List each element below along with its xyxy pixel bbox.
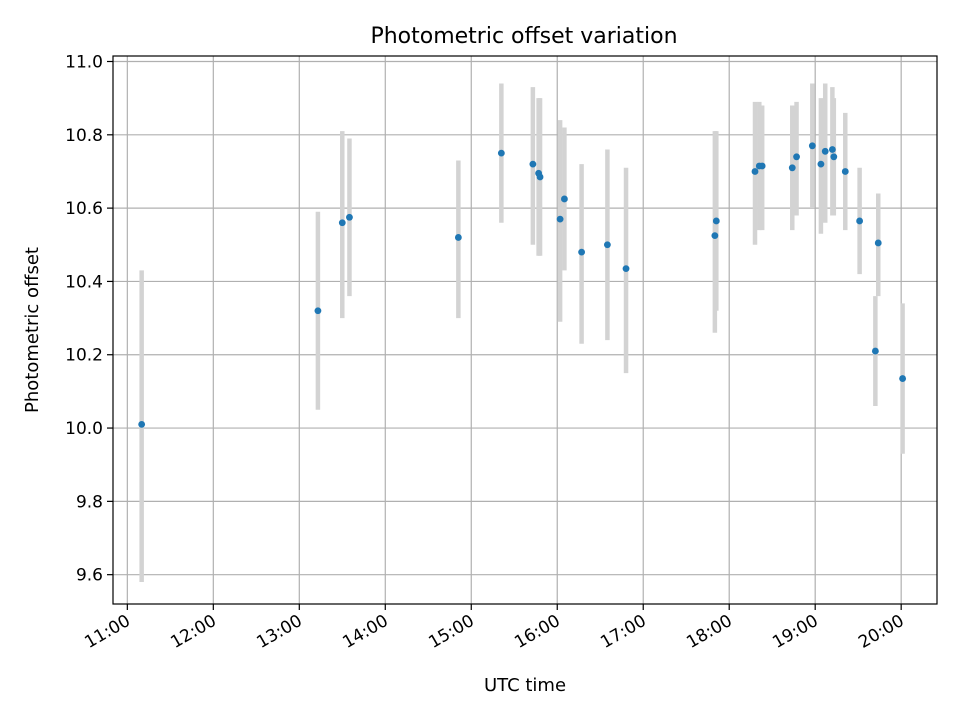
y-tick-label: 10.8 xyxy=(65,126,103,146)
data-point xyxy=(758,162,766,170)
chart-title: Photometric offset variation xyxy=(370,24,677,49)
data-point xyxy=(536,173,544,181)
data-point xyxy=(346,213,353,221)
y-axis: 9.6 9.8 10.0 10.2 10.4 10.6 10.8 11.0 xyxy=(65,52,113,586)
y-tick-label: 10.4 xyxy=(65,272,103,292)
data-point xyxy=(817,160,825,168)
data-point xyxy=(871,347,879,355)
data-point xyxy=(793,153,800,161)
y-tick-label: 11.0 xyxy=(65,52,103,72)
x-tick-label: 13:00 xyxy=(253,611,305,653)
data-point xyxy=(808,142,816,150)
data-point xyxy=(529,160,537,168)
x-tick-label: 20:00 xyxy=(855,611,907,653)
grid xyxy=(113,56,937,604)
error-bars xyxy=(139,83,905,583)
data-point xyxy=(138,420,146,428)
y-tick-label: 10.2 xyxy=(65,346,103,366)
data-point xyxy=(604,241,611,249)
data-point xyxy=(622,265,630,273)
data-point xyxy=(841,168,849,175)
data-point xyxy=(314,307,322,315)
data-point xyxy=(454,234,462,241)
x-tick-label: 15:00 xyxy=(425,611,477,653)
data-point xyxy=(338,219,346,227)
x-tick-label: 18:00 xyxy=(683,611,735,653)
data-point xyxy=(828,146,836,153)
data-point xyxy=(561,195,568,203)
x-tick-label: 16:00 xyxy=(511,611,563,653)
data-point xyxy=(788,164,796,172)
y-tick-label: 10.0 xyxy=(65,419,103,439)
x-axis: 11:00 12:00 13:00 14:00 15:00 16:00 17:00 18:00… xyxy=(81,604,908,653)
data-point xyxy=(556,215,564,223)
x-tick-label: 11:00 xyxy=(81,611,133,653)
data-point xyxy=(899,375,907,382)
data-point xyxy=(830,153,838,161)
data-point xyxy=(497,149,505,157)
data-point xyxy=(711,232,719,240)
data-point xyxy=(856,217,864,225)
data-point xyxy=(712,217,720,225)
data-point xyxy=(578,248,586,256)
y-axis-label: Photometric offset xyxy=(22,247,43,413)
data-point xyxy=(874,239,882,247)
data-points xyxy=(138,142,907,428)
y-tick-label: 10.6 xyxy=(65,199,103,219)
data-point xyxy=(821,147,829,155)
plot-frame xyxy=(112,55,938,605)
x-tick-label: 12:00 xyxy=(167,611,219,653)
x-tick-label: 19:00 xyxy=(769,611,821,653)
x-tick-label: 14:00 xyxy=(339,611,391,653)
x-tick-label: 17:00 xyxy=(597,611,649,653)
y-tick-label: 9.8 xyxy=(76,492,103,512)
x-axis-label: UTC time xyxy=(484,675,566,696)
data-point xyxy=(751,168,759,175)
y-tick-label: 9.6 xyxy=(76,566,103,586)
